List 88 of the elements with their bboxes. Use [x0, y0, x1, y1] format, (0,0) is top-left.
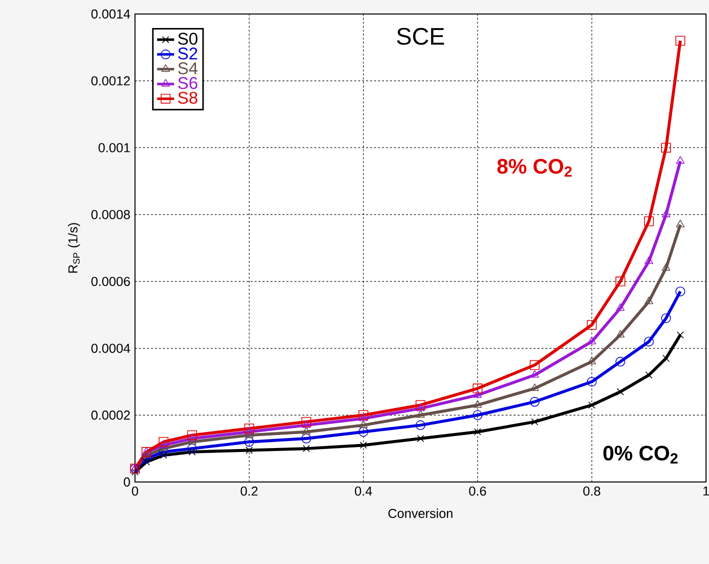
- point: [615, 356, 626, 367]
- y-tick-label: 0.0014: [91, 9, 130, 19]
- point: [142, 454, 152, 464]
- point: [588, 336, 596, 344]
- x-tick-label: 0.6: [469, 486, 486, 496]
- point: [675, 286, 686, 296]
- point: [662, 263, 670, 271]
- point: [416, 410, 425, 418]
- point: [472, 384, 482, 394]
- point: [159, 440, 168, 448]
- point: [473, 400, 482, 408]
- y-tick-label: 0.0002: [91, 410, 130, 420]
- point: [675, 36, 686, 46]
- point: [474, 428, 482, 436]
- point: [473, 390, 482, 398]
- point: [616, 330, 625, 338]
- x-tick-label: 0.4: [354, 486, 372, 496]
- point: [416, 400, 426, 410]
- point: [676, 156, 685, 164]
- point: [588, 356, 596, 364]
- y-tick-label: 0.0004: [91, 344, 130, 353]
- y-tick-label: 0.001: [98, 143, 130, 152]
- point: [359, 420, 368, 428]
- x-axis-title: Conversion: [388, 508, 452, 518]
- legend-label: S4: [178, 62, 198, 74]
- legend-label: S6: [178, 77, 198, 90]
- point: [416, 404, 425, 412]
- point: [661, 142, 671, 153]
- annotation: 8% CO$_{2}$: [497, 158, 572, 177]
- point: [160, 452, 168, 459]
- chart-title: SCE: [397, 28, 444, 45]
- point: [188, 434, 196, 442]
- x-tick-label: 1: [703, 486, 709, 496]
- y-tick-label: 0.0012: [91, 76, 130, 86]
- point: [472, 410, 482, 420]
- point: [301, 434, 312, 444]
- point: [615, 276, 626, 286]
- point: [188, 448, 196, 456]
- point: [358, 426, 368, 437]
- point: [187, 444, 197, 454]
- legend-label: S0: [178, 32, 198, 45]
- point: [662, 210, 670, 218]
- y-tick-label: 0.0008: [91, 210, 130, 220]
- point: [142, 450, 151, 458]
- point: [586, 376, 597, 387]
- point: [302, 420, 311, 428]
- x-tick-label: 0.2: [240, 486, 258, 496]
- point: [676, 331, 684, 338]
- point: [530, 396, 540, 407]
- point: [644, 296, 654, 304]
- point: [246, 446, 253, 454]
- y-tick-label: 0: [124, 477, 130, 487]
- point: [530, 384, 539, 392]
- point: [244, 424, 254, 434]
- point: [301, 416, 312, 427]
- point: [158, 437, 168, 447]
- point: [531, 418, 538, 426]
- point: [187, 430, 197, 440]
- point: [588, 402, 596, 409]
- annotation: 0% CO$_{2}$: [603, 446, 678, 464]
- y-tick-label: 0.0006: [91, 276, 130, 286]
- point: [661, 313, 671, 324]
- point: [616, 303, 625, 311]
- point: [244, 426, 254, 434]
- legend-label: S2: [178, 48, 198, 60]
- point: [644, 216, 654, 226]
- point: [359, 414, 368, 422]
- point: [644, 256, 654, 264]
- point: [586, 320, 597, 330]
- point: [358, 410, 368, 420]
- point: [416, 420, 426, 430]
- point: [302, 445, 310, 452]
- x-tick-label: 0.8: [583, 486, 600, 496]
- point: [530, 360, 540, 370]
- point: [616, 388, 624, 396]
- point: [159, 444, 168, 452]
- point: [244, 430, 254, 438]
- point: [360, 442, 367, 449]
- point: [530, 370, 539, 378]
- y-axis-title: R$_{SP}$ (1/s): [68, 223, 80, 273]
- legend-label: S8: [178, 92, 198, 104]
- point: [188, 437, 196, 445]
- point: [416, 434, 424, 442]
- point: [644, 336, 654, 346]
- point: [302, 426, 311, 434]
- point: [676, 220, 685, 228]
- x-tick-label: 0: [132, 486, 138, 496]
- point: [244, 437, 254, 447]
